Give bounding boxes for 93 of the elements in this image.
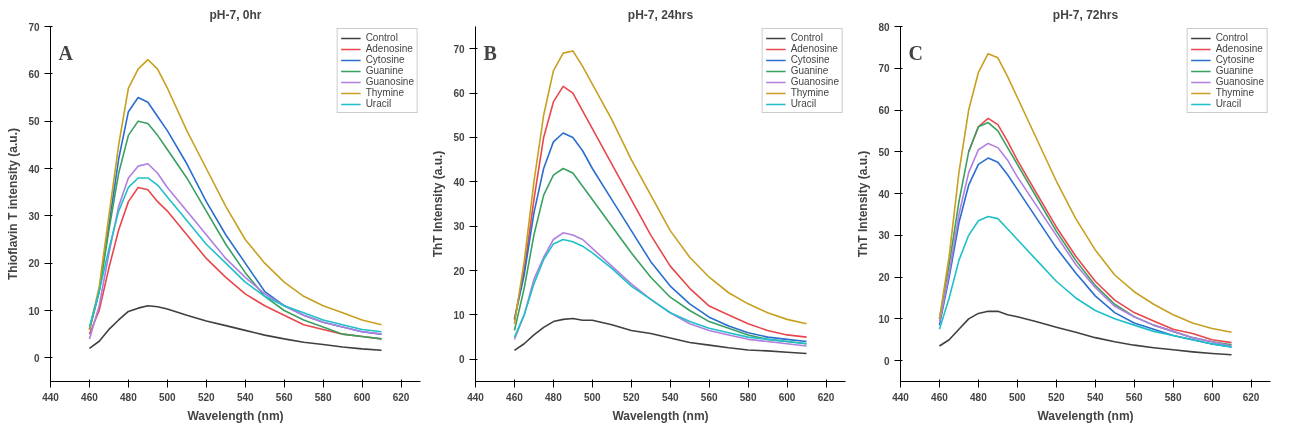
legend-label: Adenosine	[365, 43, 413, 54]
x-tick-label: 480	[545, 391, 563, 403]
y-tick-label: 50	[878, 146, 890, 158]
line-series	[938, 215, 1233, 348]
x-tick-label: 600	[778, 391, 796, 403]
y-axis-title: ThT Intensity (a.u.)	[856, 150, 871, 258]
y-tick-label: 70	[28, 21, 40, 33]
legend-label: Adenosine	[1215, 43, 1263, 54]
legend-label: Guanine	[790, 65, 829, 76]
x-tick-label: 600	[353, 391, 371, 403]
x-tick-label: 560	[275, 391, 293, 403]
legend-label: Guanine	[365, 65, 404, 76]
legend-label: Thymine	[790, 87, 829, 98]
x-axis-title: Wavelength (nm)	[187, 408, 284, 423]
y-tick-label: 30	[453, 221, 465, 233]
legend-label: Uracil	[790, 98, 817, 109]
y-tick-label: 10	[28, 305, 40, 317]
x-tick-label: 560	[700, 391, 718, 403]
x-tick-label: 620	[817, 391, 835, 403]
x-tick-label: 460	[81, 391, 99, 403]
y-tick-label: 40	[28, 163, 40, 175]
legend-label: Guanine	[1215, 65, 1254, 76]
line-series	[938, 310, 1233, 356]
y-tick-label: 10	[453, 309, 465, 321]
y-tick-label: 0	[458, 354, 465, 366]
chart-title: pH-7, 0hr	[209, 7, 262, 22]
legend-label: Uracil	[1215, 98, 1242, 109]
x-tick-label: 540	[1086, 391, 1105, 403]
y-axis-title: Thioflavin T intensity (a.u.)	[6, 127, 21, 280]
y-tick-label: 40	[453, 176, 465, 188]
legend-label: Cytosine	[1215, 54, 1255, 65]
legend-label: Guanosine	[790, 76, 839, 87]
y-tick-label: 70	[453, 43, 465, 55]
legend-label: Cytosine	[365, 54, 405, 65]
legend-label: Control	[1215, 32, 1248, 43]
x-axis-title: Wavelength (nm)	[612, 408, 709, 423]
x-tick-label: 520	[622, 391, 641, 403]
legend-label: Thymine	[1215, 87, 1254, 98]
line-series	[513, 317, 808, 355]
legend-label: Guanosine	[1215, 76, 1264, 87]
x-tick-label: 500	[159, 391, 177, 403]
x-tick-label: 580	[739, 391, 757, 403]
y-tick-label: 70	[878, 63, 890, 75]
y-tick-label: 20	[878, 272, 890, 284]
y-tick-label: 50	[453, 132, 465, 144]
y-tick-label: 60	[28, 68, 40, 80]
legend-label: Adenosine	[790, 43, 838, 54]
x-tick-label: 500	[1009, 391, 1027, 403]
y-axis-title: ThT Intensity (a.u.)	[431, 150, 446, 258]
x-tick-label: 540	[236, 391, 255, 403]
legend-label: Guanosine	[365, 76, 414, 87]
annotation: A	[58, 41, 74, 64]
x-tick-label: 600	[1203, 391, 1221, 403]
legend-label: Thymine	[365, 87, 404, 98]
x-tick-label: 460	[506, 391, 524, 403]
y-tick-label: 30	[878, 230, 890, 242]
x-tick-label: 540	[661, 391, 680, 403]
legend-label: Control	[790, 32, 823, 43]
y-tick-label: 20	[28, 258, 40, 270]
x-tick-label: 520	[197, 391, 216, 403]
y-tick-label: 10	[878, 313, 890, 325]
legend-label: Cytosine	[790, 54, 830, 65]
y-tick-label: 80	[878, 21, 890, 33]
annotation: C	[908, 41, 923, 64]
y-tick-label: 60	[878, 105, 890, 117]
x-tick-label: 520	[1047, 391, 1066, 403]
line-series	[513, 132, 808, 343]
x-tick-label: 440	[892, 391, 910, 403]
x-tick-label: 440	[42, 391, 60, 403]
y-tick-label: 30	[28, 210, 40, 222]
x-tick-label: 440	[467, 391, 485, 403]
x-tick-label: 560	[1125, 391, 1143, 403]
line-series	[88, 304, 383, 352]
legend-label: Control	[365, 32, 398, 43]
x-axis-title: Wavelength (nm)	[1037, 408, 1134, 423]
legend-label: Uracil	[365, 98, 392, 109]
annotation: B	[483, 41, 497, 64]
y-tick-label: 60	[453, 88, 465, 100]
x-tick-label: 460	[931, 391, 949, 403]
chart-title: pH-7, 24hrs	[627, 7, 694, 22]
x-tick-label: 620	[1242, 391, 1260, 403]
y-tick-label: 0	[33, 352, 40, 364]
y-tick-label: 40	[878, 188, 890, 200]
x-tick-label: 480	[120, 391, 138, 403]
chart-title: pH-7, 72hrs	[1052, 7, 1119, 22]
x-tick-label: 580	[1164, 391, 1182, 403]
y-tick-label: 0	[883, 355, 890, 367]
y-tick-label: 50	[28, 116, 40, 128]
y-tick-label: 20	[453, 265, 465, 277]
x-tick-label: 620	[392, 391, 410, 403]
x-tick-label: 480	[970, 391, 988, 403]
x-tick-label: 580	[314, 391, 332, 403]
x-tick-label: 500	[584, 391, 602, 403]
